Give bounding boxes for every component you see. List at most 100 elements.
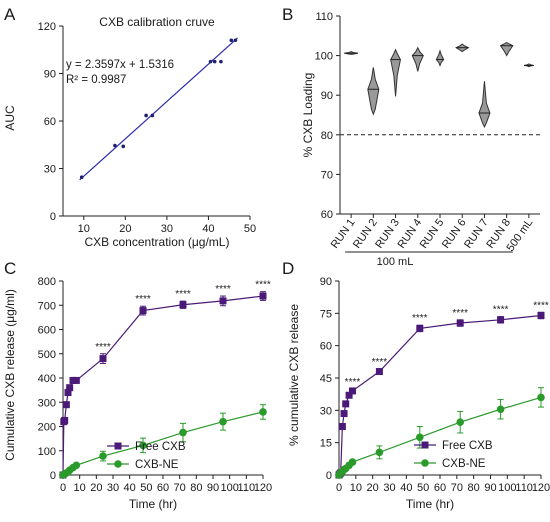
panel-c-x-tick-label: 40 [124,482,136,494]
panel-d-significance-label: **** [533,300,549,311]
panel-c-legend-marker [114,442,122,450]
panel-d-significance-label: **** [412,313,428,324]
panel-a-point [113,143,117,148]
panel-a-point [233,38,238,43]
panel-d-x-tick-label: 0 [336,482,342,494]
panel-d-ylabel: % cumulative CXB release [287,304,301,446]
panel-a-point [208,59,213,64]
panel-c-significance-label: **** [135,294,151,305]
panel-d-x-tick-label: 100 [498,482,516,494]
panel-b-violin [390,48,401,97]
panel-c-significance-label: **** [175,289,191,300]
panel-d-point-cxb-ne [537,393,545,402]
panel-d-xlabel: Time (hr) [406,497,454,511]
panel-d-point-cxb-ne [375,448,384,457]
panel-c-point-free-cxb [61,416,69,424]
panel-d-point-cxb-ne [496,405,505,414]
panel-d-x-tick-label: 20 [367,482,379,494]
panel-a-title: CXB calibration cruve [99,15,215,29]
panel-c-legend-marker [114,460,122,468]
panel-d-y-tick-label: 15 [320,438,332,450]
panel-c-y-tick-label: 100 [38,446,56,458]
panel-d-x-tick-label: 10 [350,482,362,494]
panel-a-point [212,59,217,64]
panel-d-x-tick-label: 110 [515,482,533,494]
panel-c-x-tick-label: 20 [90,482,102,494]
panel-a-point [144,113,148,118]
panel-a-x-tick-label: 40 [202,223,214,235]
panel-a-point [121,144,126,149]
panel-c-x-tick-label: 90 [207,482,219,494]
panel-c-point-free-cxb [139,307,147,315]
panel-a-x-tick-label: 10 [78,223,90,235]
panel-b-violin [478,81,491,129]
panel-c-significance-label: **** [255,280,271,291]
panel-a-x-tick-label: 20 [119,223,131,235]
panel-d-x-tick-label: 90 [484,482,496,494]
panel-c-point-free-cxb [62,401,70,409]
panel-b-violin [499,41,514,57]
panel-c-x-tick-label: 120 [254,482,272,494]
panel-a-plot: 0 30 60 90 120 10 20 30 40 50 [38,21,256,235]
panel-d-x-tick-label: 80 [468,482,480,494]
panel-d-y-tick-label: 75 [320,308,332,320]
panel-c-plot: 0 100 200 300 400 500 600 700 800 0 10 20 30 40 50 60 70… [38,276,273,494]
panel-d-point-cxb-ne [456,418,465,426]
panel-c-ylabel: Cumulative CXB release (μg/ml) [3,289,17,461]
panel-c-point-cxb-ne [259,408,267,416]
panel-d-point-free-cxb [342,400,350,408]
panel-a-y-tick-label: 60 [44,116,56,128]
panel-a-point [150,113,155,118]
panel-c-point-free-cxb [72,376,80,384]
panel-d-point-free-cxb [497,316,505,324]
panel-letter-a: A [4,5,16,24]
panel-d-point-free-cxb [338,423,346,430]
panel-d-y-tick-label: 30 [320,405,332,417]
panel-d-significance-label: **** [493,305,509,316]
panel-c-point-cxb-ne [219,417,227,426]
panel-d-x-tick-label: 30 [383,482,395,494]
panel-c-point-free-cxb [259,292,267,300]
panel-letter-c: C [4,259,16,278]
panel-d-legend-marker [421,441,429,449]
panel-c-point-free-cxb [66,384,74,392]
panel-a-y-tick-label: 30 [44,164,56,176]
panel-d-x-tick-label: 40 [400,482,412,494]
panel-d-legend-label: CXB-NE [442,458,486,470]
panel-c-x-tick-label: 0 [60,482,66,494]
panel-d-point-free-cxb [416,324,424,332]
panel-c-x-tick-label: 70 [174,482,186,494]
panel-d-point-free-cxb [348,387,356,395]
panel-b-ylabel: % CXB Loading [301,73,315,158]
panel-c-significance-label: **** [95,342,111,353]
panel-c-y-tick-label: 600 [38,325,56,337]
panel-c-y-tick-label: 400 [38,373,56,385]
panel-b-y-tick-label: 80 [321,130,333,142]
panel-b-y-tick-label: 110 [315,11,333,23]
panel-d-x-tick-label: 60 [434,482,446,494]
panel-d-significance-label: **** [372,357,388,368]
panel-c-point-free-cxb [99,355,107,363]
panel-c-point-cxb-ne [139,441,147,450]
panel-b-group-label: 100 mL [377,256,414,268]
panel-d-legend-marker [421,459,429,467]
panel-d-point-free-cxb [340,410,348,418]
panel-c-legend-label: CXB-NE [135,459,179,471]
panel-c-x-tick-label: 30 [107,482,119,494]
panel-d-series-line [338,314,542,476]
panel-d-series-line [338,396,542,476]
panel-d-y-tick-label: 0 [326,470,332,482]
panel-c-y-tick-label: 800 [38,276,56,288]
panel-d-point-cxb-ne [416,433,424,442]
panel-a-point [219,59,223,64]
panel-letter-d: D [282,259,294,278]
panel-d-y-tick-label: 90 [320,276,332,288]
panel-c-xlabel: Time (hr) [129,497,177,511]
panel-d-x-tick-label: 70 [451,482,463,494]
panel-a-point [229,38,234,43]
panel-d-significance-label: **** [452,308,468,319]
panel-d-point-cxb-ne [348,458,357,466]
panel-b-y-tick-label: 100 [315,51,333,63]
panel-b-violin [411,46,424,72]
